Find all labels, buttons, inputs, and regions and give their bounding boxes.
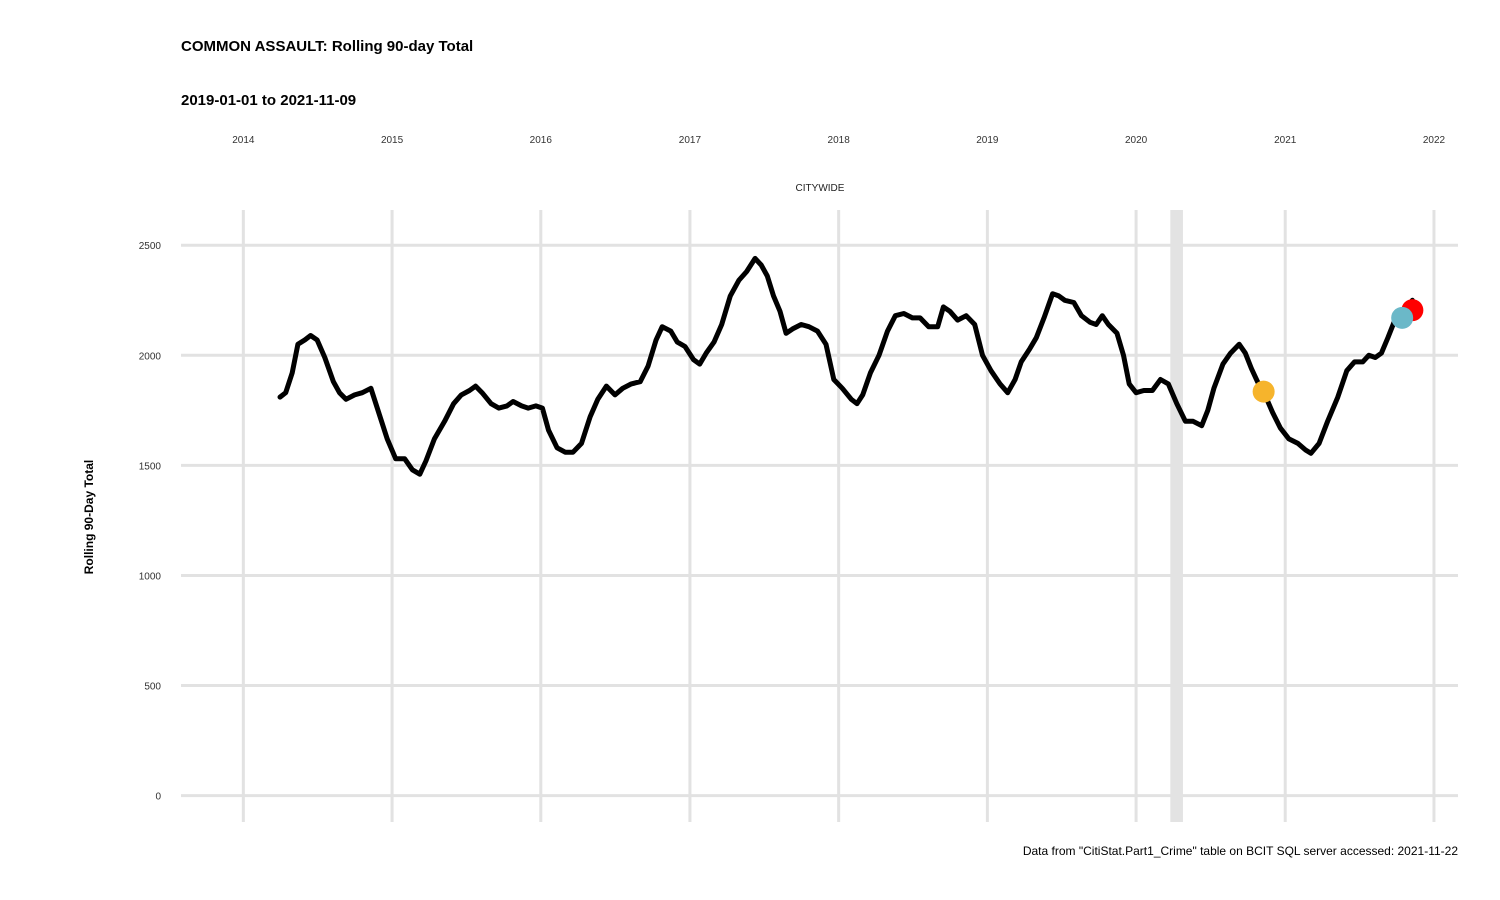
x-tick-labels: 2014 2015 2016 2017 2018 2019 2020 2021 2022 bbox=[232, 135, 1445, 146]
series-line bbox=[277, 255, 1415, 477]
x-tick-label: 2018 bbox=[828, 135, 851, 146]
chart-title: COMMON ASSAULT: Rolling 90-day Total bbox=[181, 38, 474, 55]
x-tick-label: 2019 bbox=[976, 135, 999, 146]
chart-caption: Data from "CitiStat.Part1_Crime" table o… bbox=[1022, 844, 1458, 858]
highlight-point bbox=[1391, 306, 1414, 329]
grid-lines bbox=[181, 210, 1458, 822]
y-tick-label: 0 bbox=[155, 792, 161, 803]
chart-subtitle: 2019-01-01 to 2021-11-09 bbox=[181, 92, 357, 109]
series-lines bbox=[277, 255, 1415, 477]
shaded-band bbox=[1170, 210, 1183, 822]
x-tick-label: 2022 bbox=[1423, 135, 1446, 146]
x-tick-label: 2020 bbox=[1125, 135, 1148, 146]
x-tick-label: 2017 bbox=[679, 135, 702, 146]
shaded-band-rect bbox=[1170, 210, 1183, 822]
x-tick-label: 2014 bbox=[232, 135, 255, 146]
facet-label: CITYWIDE bbox=[796, 183, 845, 194]
x-tick-label: 2021 bbox=[1274, 135, 1297, 146]
y-tick-label: 500 bbox=[144, 682, 161, 693]
y-tick-label: 1000 bbox=[139, 571, 162, 582]
y-tick-label: 2500 bbox=[139, 241, 162, 252]
x-tick-label: 2016 bbox=[530, 135, 553, 146]
highlight-points bbox=[1252, 299, 1424, 403]
y-tick-label: 2000 bbox=[139, 351, 162, 362]
y-tick-label: 1500 bbox=[139, 461, 162, 472]
x-tick-label: 2015 bbox=[381, 135, 404, 146]
highlight-point bbox=[1252, 380, 1275, 403]
y-axis-label: Rolling 90-Day Total bbox=[82, 459, 96, 575]
y-tick-labels: 0 500 1000 1500 2000 2500 bbox=[139, 241, 162, 802]
